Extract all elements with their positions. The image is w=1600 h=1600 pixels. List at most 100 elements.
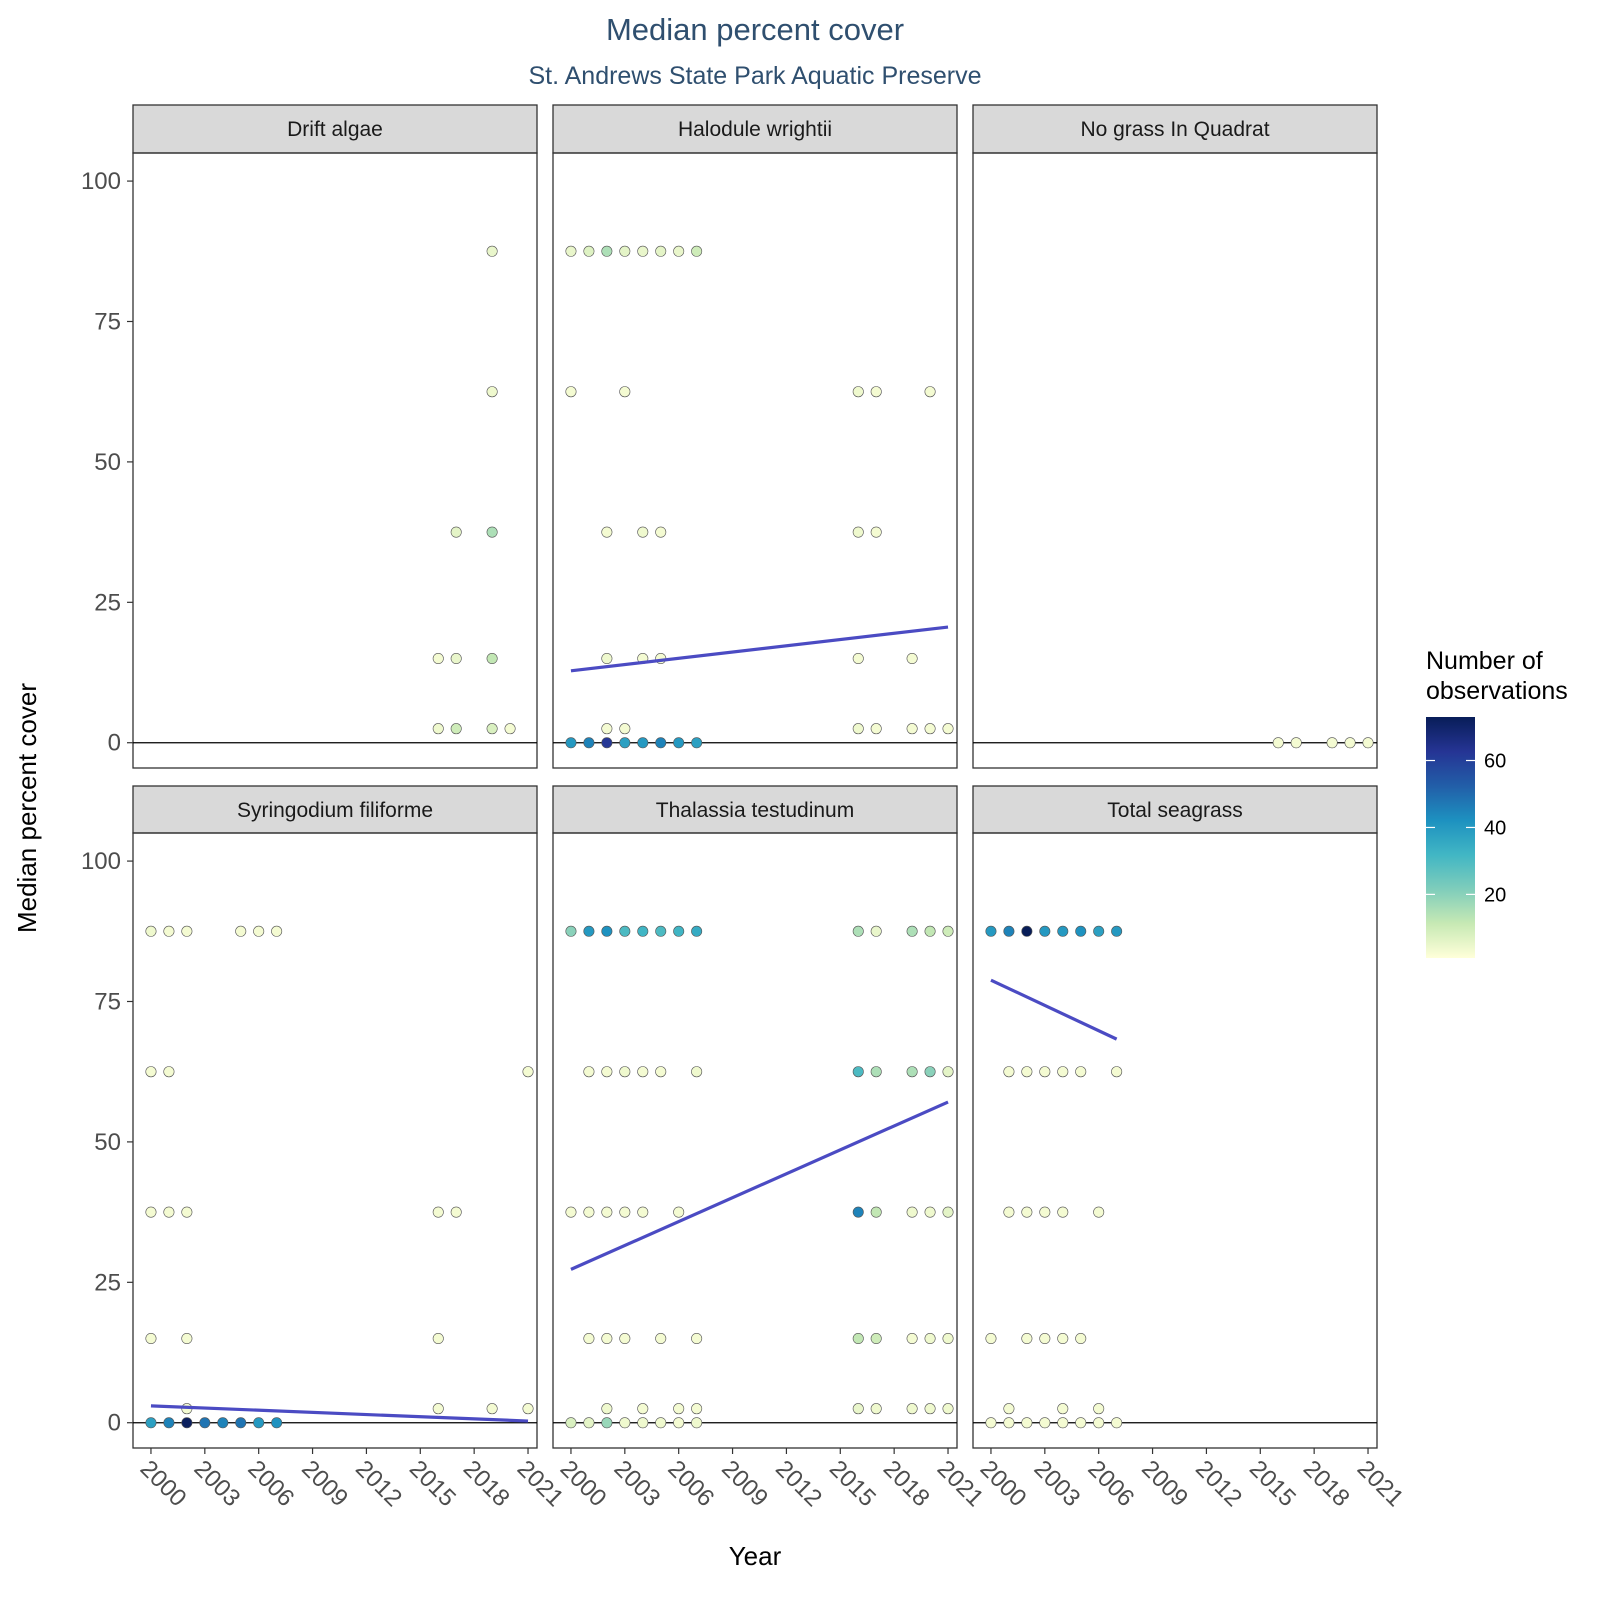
data-point [1057, 1417, 1069, 1429]
panel-border [552, 152, 958, 769]
data-point [1093, 1417, 1105, 1429]
data-point [486, 1403, 498, 1415]
data-point [1021, 1066, 1033, 1078]
y-tick-label: 75 [94, 988, 121, 1015]
data-point [504, 723, 516, 735]
data-point [583, 737, 595, 749]
facet-strip [972, 785, 1378, 834]
data-point [673, 1403, 685, 1415]
data-point [906, 1066, 918, 1078]
data-point [673, 245, 685, 257]
x-tick-label: 2009 [716, 1455, 773, 1512]
y-tick-label: 50 [94, 449, 121, 476]
data-point [235, 925, 247, 937]
data-point [450, 723, 462, 735]
data-point [199, 1417, 211, 1429]
data-point [1003, 1206, 1015, 1218]
trend-line [570, 625, 949, 673]
data-point [450, 1206, 462, 1218]
data-point [870, 1332, 882, 1344]
data-point [583, 1066, 595, 1078]
data-point [181, 1332, 193, 1344]
facet-strip-label: Total seagrass [1107, 799, 1242, 822]
facet-panel: Drift algae 0 25 50 75 100 [81, 104, 538, 769]
data-point [906, 1206, 918, 1218]
trend-line [150, 1404, 529, 1423]
data-point [655, 925, 667, 937]
data-point [565, 245, 577, 257]
data-point [271, 925, 283, 937]
data-point [601, 1206, 613, 1218]
data-point [1021, 1206, 1033, 1218]
x-tick-label: 2015 [1244, 1455, 1301, 1512]
data-point [1021, 1332, 1033, 1344]
data-point [691, 1332, 703, 1344]
data-point [852, 1403, 864, 1415]
data-point [1057, 1403, 1069, 1415]
data-point [619, 1332, 631, 1344]
facet-strip-label: No grass In Quadrat [1080, 118, 1269, 141]
data-point [253, 925, 265, 937]
data-point [163, 925, 175, 937]
y-tick-label: 100 [81, 168, 121, 195]
data-point [691, 1417, 703, 1429]
data-point [1362, 737, 1374, 749]
data-point [870, 386, 882, 398]
data-point [619, 723, 631, 735]
data-point [637, 1206, 649, 1218]
data-point [235, 1417, 247, 1429]
x-tick-label: 2021 [512, 1455, 569, 1512]
data-point [870, 723, 882, 735]
data-point [1057, 925, 1069, 937]
data-point [450, 652, 462, 664]
data-point [655, 737, 667, 749]
facet-panels: Drift algae 0 25 50 75 100 Halodule wrightii No… [81, 104, 1409, 1512]
data-point [852, 925, 864, 937]
data-point [601, 1417, 613, 1429]
trend-line [990, 978, 1118, 1041]
data-point [655, 245, 667, 257]
color-legend: Number of observations 20 40 60 [1426, 647, 1568, 958]
data-point [942, 1403, 954, 1415]
data-point [942, 925, 954, 937]
data-point [942, 1332, 954, 1344]
facet-strip [972, 104, 1378, 154]
legend-title-line2: observations [1426, 677, 1568, 705]
data-point [583, 1206, 595, 1218]
data-point [1075, 1332, 1087, 1344]
x-tick-label: 2000 [555, 1455, 612, 1512]
data-point [637, 1066, 649, 1078]
data-point [450, 526, 462, 538]
data-point [583, 1332, 595, 1344]
x-tick-label: 2000 [135, 1455, 192, 1512]
data-point [601, 1403, 613, 1415]
x-tick-label: 2006 [242, 1455, 299, 1512]
y-tick-label: 0 [108, 730, 121, 757]
data-point [1093, 925, 1105, 937]
data-point [619, 737, 631, 749]
data-point [601, 1066, 613, 1078]
data-point [601, 652, 613, 664]
facet-strip [552, 104, 958, 154]
facet-strip [132, 785, 538, 834]
data-point [691, 1403, 703, 1415]
legend-title-line1: Number of [1426, 647, 1543, 675]
data-point [601, 737, 613, 749]
data-point [1039, 1206, 1051, 1218]
legend-tick-label: 40 [1484, 817, 1506, 839]
x-tick-label: 2012 [770, 1455, 827, 1512]
data-point [852, 386, 864, 398]
x-tick-label: 2009 [1136, 1455, 1193, 1512]
data-point [637, 1403, 649, 1415]
data-point [924, 386, 936, 398]
data-point [852, 1066, 864, 1078]
data-point [870, 1403, 882, 1415]
data-point [217, 1417, 229, 1429]
legend-tick-label: 60 [1484, 751, 1506, 773]
facet-strip-label: Drift algae [287, 118, 383, 141]
data-point [924, 1206, 936, 1218]
x-tick-label: 2000 [975, 1455, 1032, 1512]
data-point [942, 1066, 954, 1078]
data-point [852, 526, 864, 538]
trend-line [570, 1100, 949, 1271]
